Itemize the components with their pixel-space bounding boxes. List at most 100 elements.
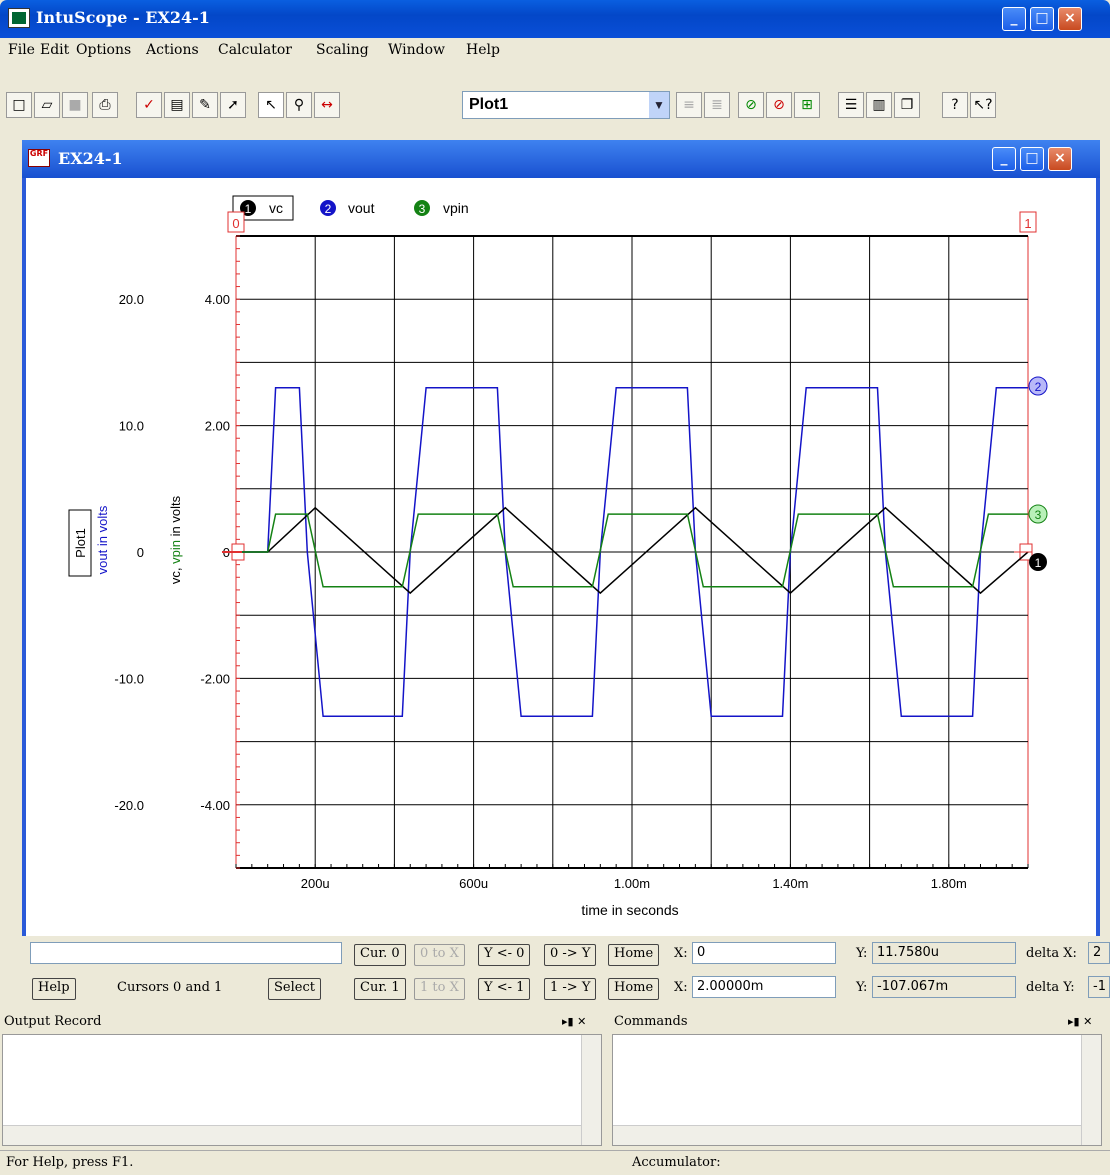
x-tick-label: 600u — [459, 876, 488, 891]
commands-vscrollbar[interactable] — [1081, 1035, 1101, 1145]
trace-end-num-vout: 2 — [1035, 380, 1042, 394]
cursor-1-label: 1 — [1024, 216, 1031, 231]
plot-window: 1 vc 2 vout 3 vpin 0 1 Plot1 vout in vol… — [22, 178, 1100, 936]
y-from-1-button[interactable]: Y <- 1 — [478, 978, 531, 1000]
context-help-icon[interactable]: ↖? — [970, 92, 996, 118]
new-icon[interactable]: □ — [6, 92, 32, 118]
cascade-icon[interactable]: ❐ — [894, 92, 920, 118]
zero-to-x-button[interactable]: 0 to X — [414, 944, 465, 966]
status-accumulator: Accumulator: — [632, 1155, 721, 1170]
x0-label: X: — [674, 946, 688, 961]
cursor-tool-icon[interactable]: ↔ — [314, 92, 340, 118]
traces — [222, 386, 1032, 718]
legend-label-vc[interactable]: vc — [269, 200, 283, 216]
trace-end-num-vpin: 3 — [1035, 508, 1042, 522]
legend-label-vout[interactable]: vout — [348, 200, 375, 216]
commands-hscrollbar[interactable] — [613, 1125, 1081, 1145]
select-button[interactable]: Select — [268, 978, 321, 1000]
zoom-icon[interactable]: ⚲ — [286, 92, 312, 118]
legend-marker-vout[interactable] — [320, 200, 336, 216]
unstack-disabled-icon[interactable]: ≣ — [704, 92, 730, 118]
output-hscrollbar[interactable] — [3, 1125, 581, 1145]
tile-vertical-icon[interactable]: ▥ — [866, 92, 892, 118]
graph-doc-icon: GRF — [28, 149, 50, 167]
stack-disabled-icon[interactable]: ≡ — [676, 92, 702, 118]
menu-scaling[interactable]: Scaling — [316, 42, 369, 58]
help-icon[interactable]: ? — [942, 92, 968, 118]
add-trace-icon[interactable]: ⊘ — [738, 92, 764, 118]
commands-panel: Commands ▸▮ ✕ — [608, 1012, 1110, 1148]
delta-y-label: delta Y: — [1026, 980, 1075, 995]
legend-label-vpin[interactable]: vpin — [443, 200, 469, 216]
probe-icon[interactable]: ✓ — [136, 92, 162, 118]
chevron-down-icon[interactable]: ▼ — [649, 92, 669, 118]
child-close-button[interactable]: × — [1048, 147, 1072, 171]
commands-pane-controls[interactable]: ▸▮ ✕ — [1068, 1015, 1093, 1028]
legend-num-vpin: 3 — [419, 202, 426, 216]
child-minimize-button[interactable]: _ — [992, 147, 1016, 171]
x1-label: X: — [674, 980, 688, 995]
child-window-title: EX24-1 — [58, 149, 123, 168]
edit-plot-icon[interactable]: ✎ — [192, 92, 218, 118]
y-tick-label-outer: -20.0 — [114, 798, 144, 813]
menu-file[interactable]: File — [8, 42, 35, 58]
home1-button[interactable]: Home — [608, 978, 660, 1000]
y1-label: Y: — [856, 980, 868, 995]
cur1-button[interactable]: Cur. 1 — [354, 978, 406, 1000]
plot-name-box[interactable] — [68, 509, 92, 577]
delta-x-field[interactable]: 2 — [1088, 942, 1110, 964]
delete-trace-icon[interactable]: ⊘ — [766, 92, 792, 118]
run-icon[interactable]: ➚ — [220, 92, 246, 118]
trace-end-marker-vc[interactable] — [1029, 553, 1047, 571]
x0-field[interactable]: 0 — [692, 942, 836, 964]
cur0-button[interactable]: Cur. 0 — [354, 944, 406, 966]
trace-end-marker-vpin[interactable] — [1028, 504, 1048, 524]
one-to-y-button[interactable]: 1 -> Y — [544, 978, 597, 1000]
y-tick-label-inner: 4.00 — [205, 292, 230, 307]
minimize-button[interactable]: _ — [1002, 7, 1026, 31]
maximize-button[interactable]: □ — [1030, 7, 1054, 31]
pointer-icon[interactable]: ↖ — [258, 92, 284, 118]
legend-marker-vpin[interactable] — [414, 200, 430, 216]
y-from-0-button[interactable]: Y <- 0 — [478, 944, 531, 966]
tile-horizontal-icon[interactable]: ☰ — [838, 92, 864, 118]
y1-field[interactable]: -107.067m — [872, 976, 1016, 998]
y-axis-label-vc: vc, — [168, 567, 183, 584]
trace-vpin — [236, 513, 1028, 588]
menu-window[interactable]: Window — [388, 42, 446, 58]
zero-to-y-button[interactable]: 0 -> Y — [544, 944, 597, 966]
delta-y-field[interactable]: -1 — [1088, 976, 1110, 998]
save-icon[interactable]: ■ — [62, 92, 88, 118]
cursor-0-handle[interactable] — [227, 211, 245, 233]
y0-field[interactable]: 11.7580u — [872, 942, 1016, 964]
trace-end-marker-vout[interactable] — [1028, 376, 1048, 396]
home0-button[interactable]: Home — [608, 944, 660, 966]
child-maximize-button[interactable]: □ — [1020, 147, 1044, 171]
one-to-x-button[interactable]: 1 to X — [414, 978, 465, 1000]
close-button[interactable]: × — [1058, 7, 1082, 31]
legend-num-vout: 2 — [325, 202, 332, 216]
help-button[interactable]: Help — [32, 978, 76, 1000]
plot-select[interactable]: Plot1 ▼ — [462, 91, 670, 119]
intuscope-app-icon[interactable] — [8, 8, 30, 28]
menu-calculator[interactable]: Calculator — [218, 42, 292, 58]
menu-options[interactable]: Options — [76, 42, 132, 58]
trace-vout — [236, 386, 1028, 718]
trace-vc — [236, 506, 1029, 595]
output-vscrollbar[interactable] — [581, 1035, 601, 1145]
expression-input[interactable] — [30, 942, 342, 964]
menu-edit[interactable]: Edit — [40, 42, 70, 58]
menu-actions[interactable]: Actions — [146, 42, 199, 58]
output-record-area[interactable] — [2, 1034, 602, 1146]
waveform-chart[interactable]: 1 vc 2 vout 3 vpin 0 1 Plot1 vout in vol… — [26, 178, 1096, 936]
print-icon[interactable]: ⎙ — [92, 92, 118, 118]
menu-help[interactable]: Help — [466, 42, 500, 58]
x1-field[interactable]: 2.00000m — [692, 976, 836, 998]
open-icon[interactable]: ▱ — [34, 92, 60, 118]
output-pane-controls[interactable]: ▸▮ ✕ — [562, 1015, 587, 1028]
properties-icon[interactable]: ▤ — [164, 92, 190, 118]
cursor-1-handle[interactable] — [1019, 211, 1037, 233]
legend-num-vc: 1 — [245, 202, 252, 216]
commands-area[interactable] — [612, 1034, 1102, 1146]
grid-icon[interactable]: ⊞ — [794, 92, 820, 118]
